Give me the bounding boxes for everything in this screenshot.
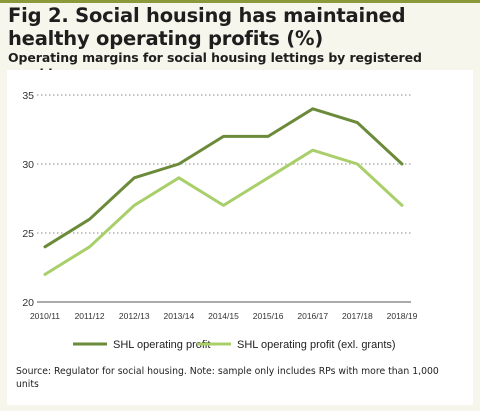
axes: 20 25 30 35 2010/11 2011/12 2012/13 2013/14 2014… <box>22 90 417 321</box>
y-tick-label: 35 <box>22 90 34 102</box>
y-tick-label: 30 <box>22 159 34 171</box>
x-tick-label: 2016/17 <box>297 311 328 321</box>
x-tick-label: 2011/12 <box>75 311 105 321</box>
chart-panel: 20 25 30 35 2010/11 2011/12 2012/13 2013/14 2014… <box>7 70 473 405</box>
x-tick-label: 2017/18 <box>342 311 373 321</box>
series-line-2 <box>43 148 404 276</box>
legend: SHL operating profit SHL operating profit… <box>73 339 396 351</box>
x-tick-label: 2014/15 <box>208 311 239 321</box>
x-tick-label: 2015/16 <box>253 311 284 321</box>
x-tick-label: 2013/14 <box>164 311 195 321</box>
series-lines <box>43 107 404 276</box>
x-tick-label: 2010/11 <box>30 311 60 321</box>
series-line-1 <box>43 107 404 249</box>
source-note: Source: Regulator for social housing. No… <box>16 366 439 390</box>
legend-label: SHL operating profit <box>113 339 210 351</box>
top-rule <box>0 0 480 3</box>
y-tick-label: 25 <box>22 228 34 240</box>
y-tick-label: 20 <box>22 297 34 309</box>
legend-label: SHL operating profit (exl. grants) <box>237 339 396 351</box>
x-tick-label: 2012/13 <box>119 311 150 321</box>
x-tick-label: 2018/19 <box>387 311 418 321</box>
line-chart: 20 25 30 35 2010/11 2011/12 2012/13 2013/14 2014… <box>22 90 417 351</box>
chart-title: Fig 2. Social housing has maintained hea… <box>8 4 406 50</box>
